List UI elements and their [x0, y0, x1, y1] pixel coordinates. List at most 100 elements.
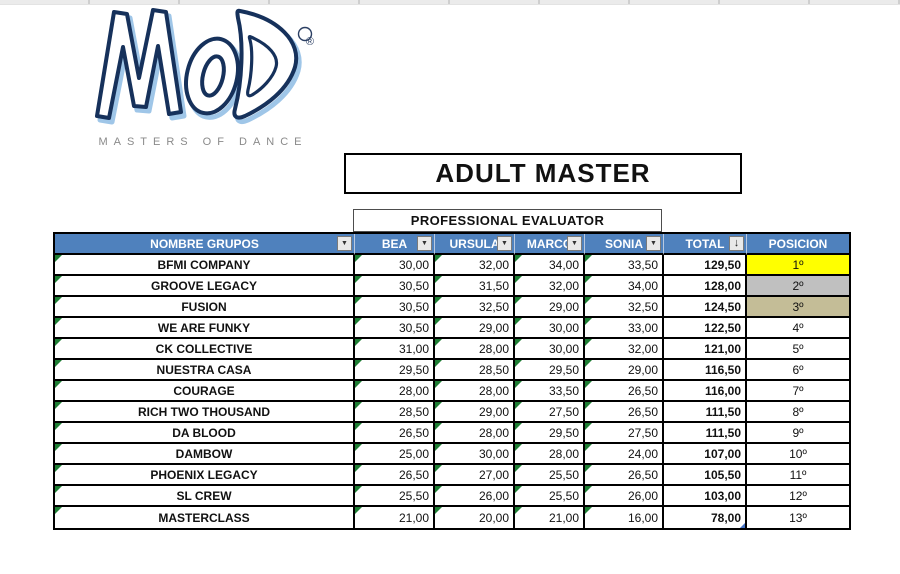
score-cell-ursula[interactable]: 29,00 — [435, 318, 515, 339]
position-cell[interactable]: 6º — [747, 360, 849, 381]
group-name-cell[interactable]: NUESTRA CASA — [55, 360, 355, 381]
group-name-cell[interactable]: DAMBOW — [55, 444, 355, 465]
score-cell-marco[interactable]: 34,00 — [515, 255, 585, 276]
score-cell-marco[interactable]: 30,00 — [515, 318, 585, 339]
score-cell-sonia[interactable]: 34,00 — [585, 276, 664, 297]
position-cell[interactable]: 10º — [747, 444, 849, 465]
total-cell[interactable]: 121,00 — [664, 339, 747, 360]
score-cell-marco[interactable]: 30,00 — [515, 339, 585, 360]
score-cell-bea[interactable]: 26,50 — [355, 465, 435, 486]
sort-descending-icon[interactable]: ↓ — [729, 236, 744, 251]
total-cell[interactable]: 78,00 — [664, 507, 747, 528]
score-cell-ursula[interactable]: 30,00 — [435, 444, 515, 465]
header-judge-marco[interactable]: MARCO ▼ — [515, 234, 585, 255]
score-cell-ursula[interactable]: 28,00 — [435, 381, 515, 402]
score-cell-sonia[interactable]: 24,00 — [585, 444, 664, 465]
group-name-cell[interactable]: FUSION — [55, 297, 355, 318]
position-cell[interactable]: 2º — [747, 276, 849, 297]
position-cell[interactable]: 1º — [747, 255, 849, 276]
total-cell[interactable]: 111,50 — [664, 402, 747, 423]
score-cell-ursula[interactable]: 32,50 — [435, 297, 515, 318]
group-name-cell[interactable]: PHOENIX LEGACY — [55, 465, 355, 486]
score-cell-bea[interactable]: 28,00 — [355, 381, 435, 402]
score-cell-sonia[interactable]: 32,00 — [585, 339, 664, 360]
score-cell-ursula[interactable]: 31,50 — [435, 276, 515, 297]
score-cell-bea[interactable]: 30,00 — [355, 255, 435, 276]
header-total[interactable]: TOTAL ↓ — [664, 234, 747, 255]
group-name-cell[interactable]: WE ARE FUNKY — [55, 318, 355, 339]
total-cell[interactable]: 122,50 — [664, 318, 747, 339]
score-cell-marco[interactable]: 28,00 — [515, 444, 585, 465]
score-cell-ursula[interactable]: 32,00 — [435, 255, 515, 276]
header-judge-ursula[interactable]: URSULA ▼ — [435, 234, 515, 255]
score-cell-sonia[interactable]: 16,00 — [585, 507, 664, 528]
score-cell-sonia[interactable]: 26,50 — [585, 381, 664, 402]
group-name-cell[interactable]: CK COLLECTIVE — [55, 339, 355, 360]
filter-dropdown-icon[interactable]: ▼ — [567, 236, 582, 251]
total-cell[interactable]: 103,00 — [664, 486, 747, 507]
total-cell[interactable]: 116,00 — [664, 381, 747, 402]
filter-dropdown-icon[interactable]: ▼ — [337, 236, 352, 251]
position-cell[interactable]: 4º — [747, 318, 849, 339]
total-cell[interactable]: 129,50 — [664, 255, 747, 276]
score-cell-bea[interactable]: 21,00 — [355, 507, 435, 528]
total-cell[interactable]: 128,00 — [664, 276, 747, 297]
position-cell[interactable]: 13º — [747, 507, 849, 528]
score-cell-marco[interactable]: 29,00 — [515, 297, 585, 318]
score-cell-marco[interactable]: 25,50 — [515, 465, 585, 486]
score-cell-bea[interactable]: 30,50 — [355, 276, 435, 297]
total-cell[interactable]: 105,50 — [664, 465, 747, 486]
group-name-cell[interactable]: SL CREW — [55, 486, 355, 507]
score-cell-bea[interactable]: 29,50 — [355, 360, 435, 381]
position-cell[interactable]: 12º — [747, 486, 849, 507]
score-cell-sonia[interactable]: 33,00 — [585, 318, 664, 339]
score-cell-marco[interactable]: 21,00 — [515, 507, 585, 528]
score-cell-bea[interactable]: 28,50 — [355, 402, 435, 423]
score-cell-marco[interactable]: 32,00 — [515, 276, 585, 297]
score-cell-marco[interactable]: 25,50 — [515, 486, 585, 507]
header-judge-sonia[interactable]: SONIA ▼ — [585, 234, 664, 255]
filter-dropdown-icon[interactable]: ▼ — [417, 236, 432, 251]
score-cell-bea[interactable]: 26,50 — [355, 423, 435, 444]
score-cell-marco[interactable]: 33,50 — [515, 381, 585, 402]
group-name-cell[interactable]: MASTERCLASS — [55, 507, 355, 528]
score-cell-ursula[interactable]: 20,00 — [435, 507, 515, 528]
score-cell-sonia[interactable]: 32,50 — [585, 297, 664, 318]
header-judge-bea[interactable]: BEA ▼ — [355, 234, 435, 255]
score-cell-ursula[interactable]: 26,00 — [435, 486, 515, 507]
score-cell-sonia[interactable]: 26,50 — [585, 465, 664, 486]
score-cell-sonia[interactable]: 27,50 — [585, 423, 664, 444]
score-cell-bea[interactable]: 25,00 — [355, 444, 435, 465]
score-cell-sonia[interactable]: 33,50 — [585, 255, 664, 276]
group-name-cell[interactable]: COURAGE — [55, 381, 355, 402]
group-name-cell[interactable]: GROOVE LEGACY — [55, 276, 355, 297]
position-cell[interactable]: 8º — [747, 402, 849, 423]
position-cell[interactable]: 7º — [747, 381, 849, 402]
position-cell[interactable]: 9º — [747, 423, 849, 444]
score-cell-ursula[interactable]: 27,00 — [435, 465, 515, 486]
score-cell-sonia[interactable]: 26,50 — [585, 402, 664, 423]
group-name-cell[interactable]: DA BLOOD — [55, 423, 355, 444]
score-cell-sonia[interactable]: 26,00 — [585, 486, 664, 507]
filter-dropdown-icon[interactable]: ▼ — [646, 236, 661, 251]
score-cell-ursula[interactable]: 29,00 — [435, 402, 515, 423]
total-cell[interactable]: 124,50 — [664, 297, 747, 318]
score-cell-marco[interactable]: 29,50 — [515, 360, 585, 381]
score-cell-bea[interactable]: 31,00 — [355, 339, 435, 360]
position-cell[interactable]: 3º — [747, 297, 849, 318]
score-cell-ursula[interactable]: 28,00 — [435, 423, 515, 444]
score-cell-marco[interactable]: 27,50 — [515, 402, 585, 423]
header-posicion[interactable]: POSICION — [747, 234, 849, 255]
score-cell-sonia[interactable]: 29,00 — [585, 360, 664, 381]
header-nombre-grupos[interactable]: NOMBRE GRUPOS ▼ — [55, 234, 355, 255]
score-cell-bea[interactable]: 25,50 — [355, 486, 435, 507]
position-cell[interactable]: 5º — [747, 339, 849, 360]
group-name-cell[interactable]: RICH TWO THOUSAND — [55, 402, 355, 423]
total-cell[interactable]: 111,50 — [664, 423, 747, 444]
score-cell-ursula[interactable]: 28,00 — [435, 339, 515, 360]
score-cell-ursula[interactable]: 28,50 — [435, 360, 515, 381]
score-cell-bea[interactable]: 30,50 — [355, 297, 435, 318]
score-cell-bea[interactable]: 30,50 — [355, 318, 435, 339]
total-cell[interactable]: 107,00 — [664, 444, 747, 465]
position-cell[interactable]: 11º — [747, 465, 849, 486]
